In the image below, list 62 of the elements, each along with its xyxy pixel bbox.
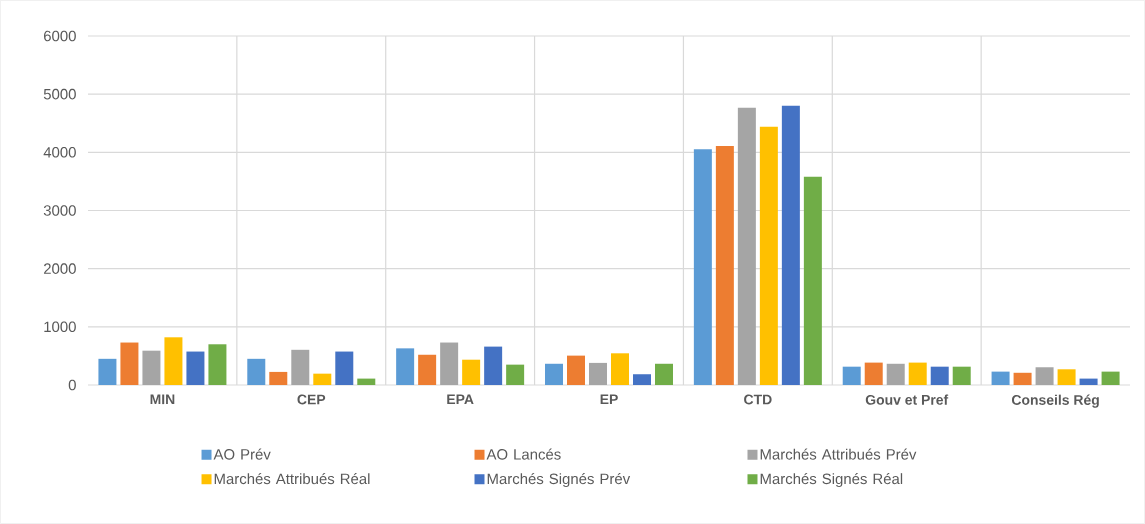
bar — [208, 344, 227, 385]
bar — [930, 366, 949, 385]
bar — [484, 346, 503, 385]
bar — [759, 126, 778, 385]
y-tick-label: 0 — [68, 379, 76, 391]
bar — [803, 176, 822, 385]
legend-label: Marchés Attribués Réal — [214, 473, 370, 485]
bar — [506, 364, 525, 385]
x-tick-label: EP — [600, 394, 618, 405]
bar — [313, 373, 332, 385]
bar — [908, 362, 927, 385]
bar — [842, 366, 861, 385]
legend-label: Marchés Signés Prév — [487, 473, 631, 488]
bar — [186, 351, 205, 385]
bar — [357, 378, 376, 385]
y-tick-label: 4000 — [43, 147, 76, 158]
legend-label: Marchés Signés Réal — [760, 473, 903, 488]
bar — [462, 359, 481, 385]
bar — [991, 371, 1010, 385]
bar — [693, 149, 712, 385]
bar — [1057, 369, 1076, 385]
bar — [440, 342, 459, 385]
y-tick-label: 3000 — [43, 205, 76, 216]
y-tick-label: 5000 — [43, 88, 76, 100]
bar — [269, 371, 288, 385]
bar — [164, 337, 183, 385]
y-tick-label: 2000 — [43, 263, 76, 274]
bar — [418, 354, 437, 385]
bar — [98, 358, 117, 385]
bar — [1079, 378, 1098, 385]
bar — [655, 363, 673, 385]
legend-label: Marchés Attribués Prév — [760, 448, 917, 460]
x-tick-label: CEP — [297, 394, 326, 405]
bar — [1035, 367, 1054, 385]
bar — [715, 145, 734, 385]
bar — [545, 363, 563, 385]
x-tick-label: CTD — [744, 394, 772, 405]
legend-label: AO Lancés — [486, 448, 561, 460]
bar — [120, 342, 139, 385]
bar — [1013, 372, 1032, 385]
bar — [1101, 371, 1120, 385]
bar — [567, 355, 585, 385]
bar — [633, 374, 651, 385]
x-tick-label: EPA — [447, 394, 474, 405]
y-tick-label: 1000 — [44, 321, 76, 333]
x-tick-label: Conseils Rég — [1011, 394, 1099, 408]
bar — [247, 358, 266, 385]
bar — [335, 351, 354, 385]
bar — [611, 353, 629, 385]
bar — [781, 105, 800, 385]
legend-label: AO Prév — [213, 448, 271, 460]
bar — [737, 107, 756, 385]
y-tick-label: 6000 — [44, 30, 76, 42]
bar — [864, 362, 883, 385]
bar — [886, 363, 905, 385]
bar — [952, 366, 971, 385]
bar — [589, 362, 607, 385]
bar — [291, 349, 310, 385]
bar — [396, 348, 415, 385]
x-tick-label: MIN — [150, 394, 175, 405]
x-tick-label: Gouv et Pref — [865, 394, 949, 405]
bar — [142, 350, 161, 385]
